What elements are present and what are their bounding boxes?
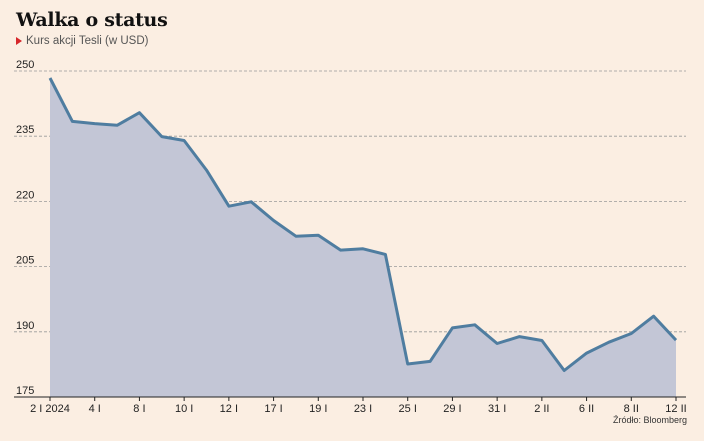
y-tick-label: 190: [16, 320, 34, 332]
subtitle-text: Kurs akcji Tesli (w USD): [26, 35, 149, 47]
x-tick-label: 6 II: [579, 403, 594, 415]
x-tick-label: 29 I: [443, 403, 461, 415]
y-tick-label: 235: [16, 124, 34, 136]
x-tick-label: 12 II: [665, 403, 686, 415]
price-area: [50, 78, 676, 397]
source-note: Źródło: Bloomberg: [612, 415, 687, 425]
y-tick-label: 205: [16, 255, 34, 267]
x-axis-ticks: 2 I 2024 4 I 8 I 10 I 12 I 17 I 19 I 23 I 25 I 29…: [30, 397, 687, 415]
x-tick-label: 2 II: [534, 403, 549, 415]
y-tick-label: 250: [16, 59, 34, 71]
x-tick-label: 8 I: [133, 403, 145, 415]
y-tick-label: 220: [16, 189, 34, 201]
x-tick-label: 10 I: [175, 403, 193, 415]
chart-title: Walka o status: [16, 9, 168, 31]
x-tick-label: 25 I: [399, 403, 417, 415]
x-tick-label: 2 I 2024: [30, 403, 70, 415]
y-axis-ticks: 175 190 205 220 235 250: [16, 59, 34, 397]
price-line: [48, 77, 678, 372]
x-tick-label: 12 I: [220, 403, 238, 415]
triangle-marker-icon: [16, 37, 22, 45]
chart-subtitle: Kurs akcji Tesli (w USD): [16, 35, 148, 47]
x-tick-label: 4 I: [89, 403, 101, 415]
y-tick-label: 175: [16, 385, 34, 397]
x-tick-label: 19 I: [309, 403, 327, 415]
x-tick-label: 31 I: [488, 403, 506, 415]
x-tick-label: 23 I: [354, 403, 372, 415]
x-tick-label: 17 I: [264, 403, 282, 415]
x-tick-label: 8 II: [624, 403, 639, 415]
